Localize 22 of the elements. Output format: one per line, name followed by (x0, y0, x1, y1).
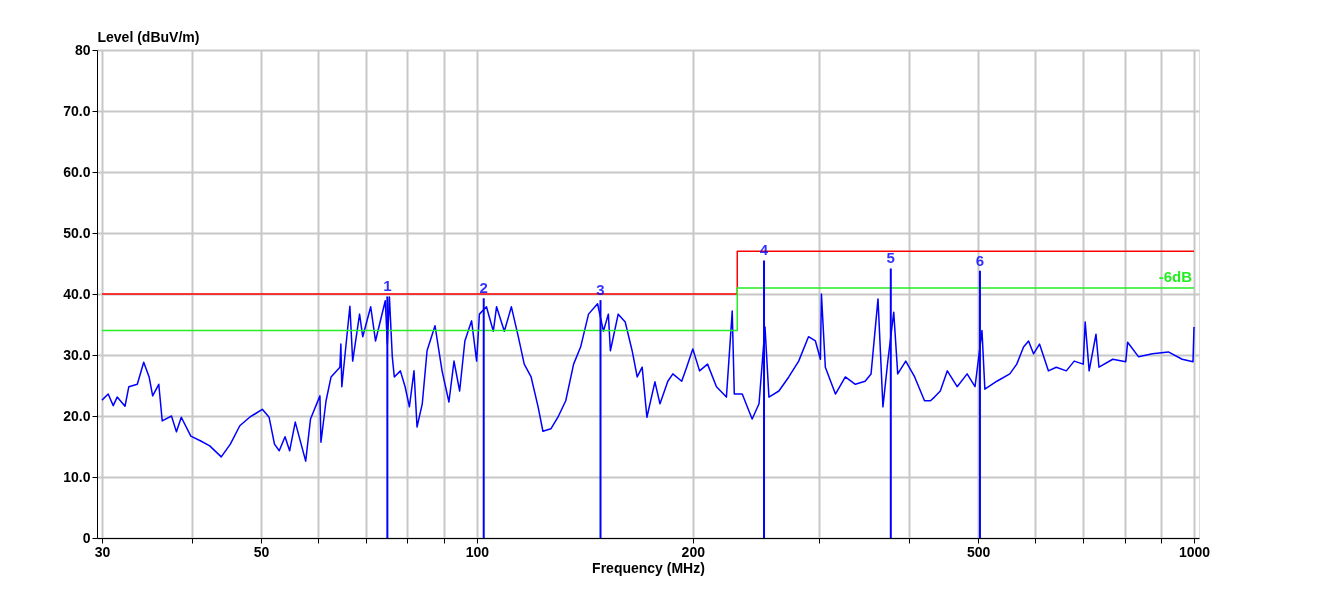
annotation: 5 (886, 249, 895, 267)
y-tick-label: 10.0 (63, 468, 91, 485)
annotation: 1 (383, 277, 392, 295)
y-tick-label: 0 (82, 529, 91, 546)
y-tick-label: 50.0 (63, 224, 91, 241)
y-tick-label: 30.0 (63, 346, 91, 363)
x-tick-label: 50 (253, 543, 270, 560)
y-tick-label: 40.0 (63, 285, 91, 302)
x-tick-label: 200 (681, 543, 706, 560)
y-tick-label: 70.0 (63, 102, 91, 119)
x-tick-label: 100 (465, 543, 490, 560)
x-tick-label: 500 (966, 543, 991, 560)
y-tick-label: 20.0 (63, 407, 91, 424)
y-tick-label: 80 (74, 41, 91, 58)
y-tick-label: 60.0 (63, 163, 91, 180)
x-axis-title: Frequency (MHz) (592, 559, 705, 576)
series-label: -6dB (1158, 267, 1193, 285)
annotation: 2 (479, 279, 488, 297)
annotation: 6 (975, 251, 985, 269)
y-axis-title: Level (dBuV/m) (97, 28, 200, 45)
x-tick-label: 30 (94, 543, 111, 560)
x-tick-label: 1000 (1178, 543, 1211, 560)
